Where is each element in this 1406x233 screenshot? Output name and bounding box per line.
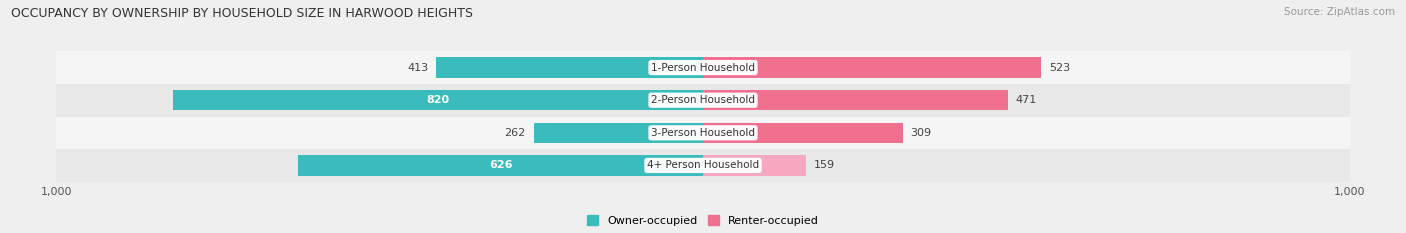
Bar [56,84,1350,116]
Text: 159: 159 [814,161,835,170]
Bar [703,123,903,143]
Bar [173,90,703,110]
Bar [56,116,1350,149]
Text: OCCUPANCY BY OWNERSHIP BY HOUSEHOLD SIZE IN HARWOOD HEIGHTS: OCCUPANCY BY OWNERSHIP BY HOUSEHOLD SIZE… [11,7,474,20]
Text: 820: 820 [426,95,450,105]
Text: 262: 262 [505,128,526,138]
Bar [56,149,1350,182]
Text: 413: 413 [406,63,429,72]
Bar [703,90,1008,110]
Text: 471: 471 [1015,95,1036,105]
Text: 523: 523 [1049,63,1070,72]
Text: Source: ZipAtlas.com: Source: ZipAtlas.com [1284,7,1395,17]
Text: 1-Person Household: 1-Person Household [651,63,755,72]
Bar [298,155,703,175]
Text: 309: 309 [911,128,932,138]
Text: 4+ Person Household: 4+ Person Household [647,161,759,170]
Text: 2-Person Household: 2-Person Household [651,95,755,105]
Legend: Owner-occupied, Renter-occupied: Owner-occupied, Renter-occupied [582,211,824,230]
Bar [56,51,1350,84]
Text: 626: 626 [489,161,512,170]
Bar [533,123,703,143]
Bar [703,58,1042,78]
Bar [703,155,806,175]
Bar [436,58,703,78]
Text: 3-Person Household: 3-Person Household [651,128,755,138]
